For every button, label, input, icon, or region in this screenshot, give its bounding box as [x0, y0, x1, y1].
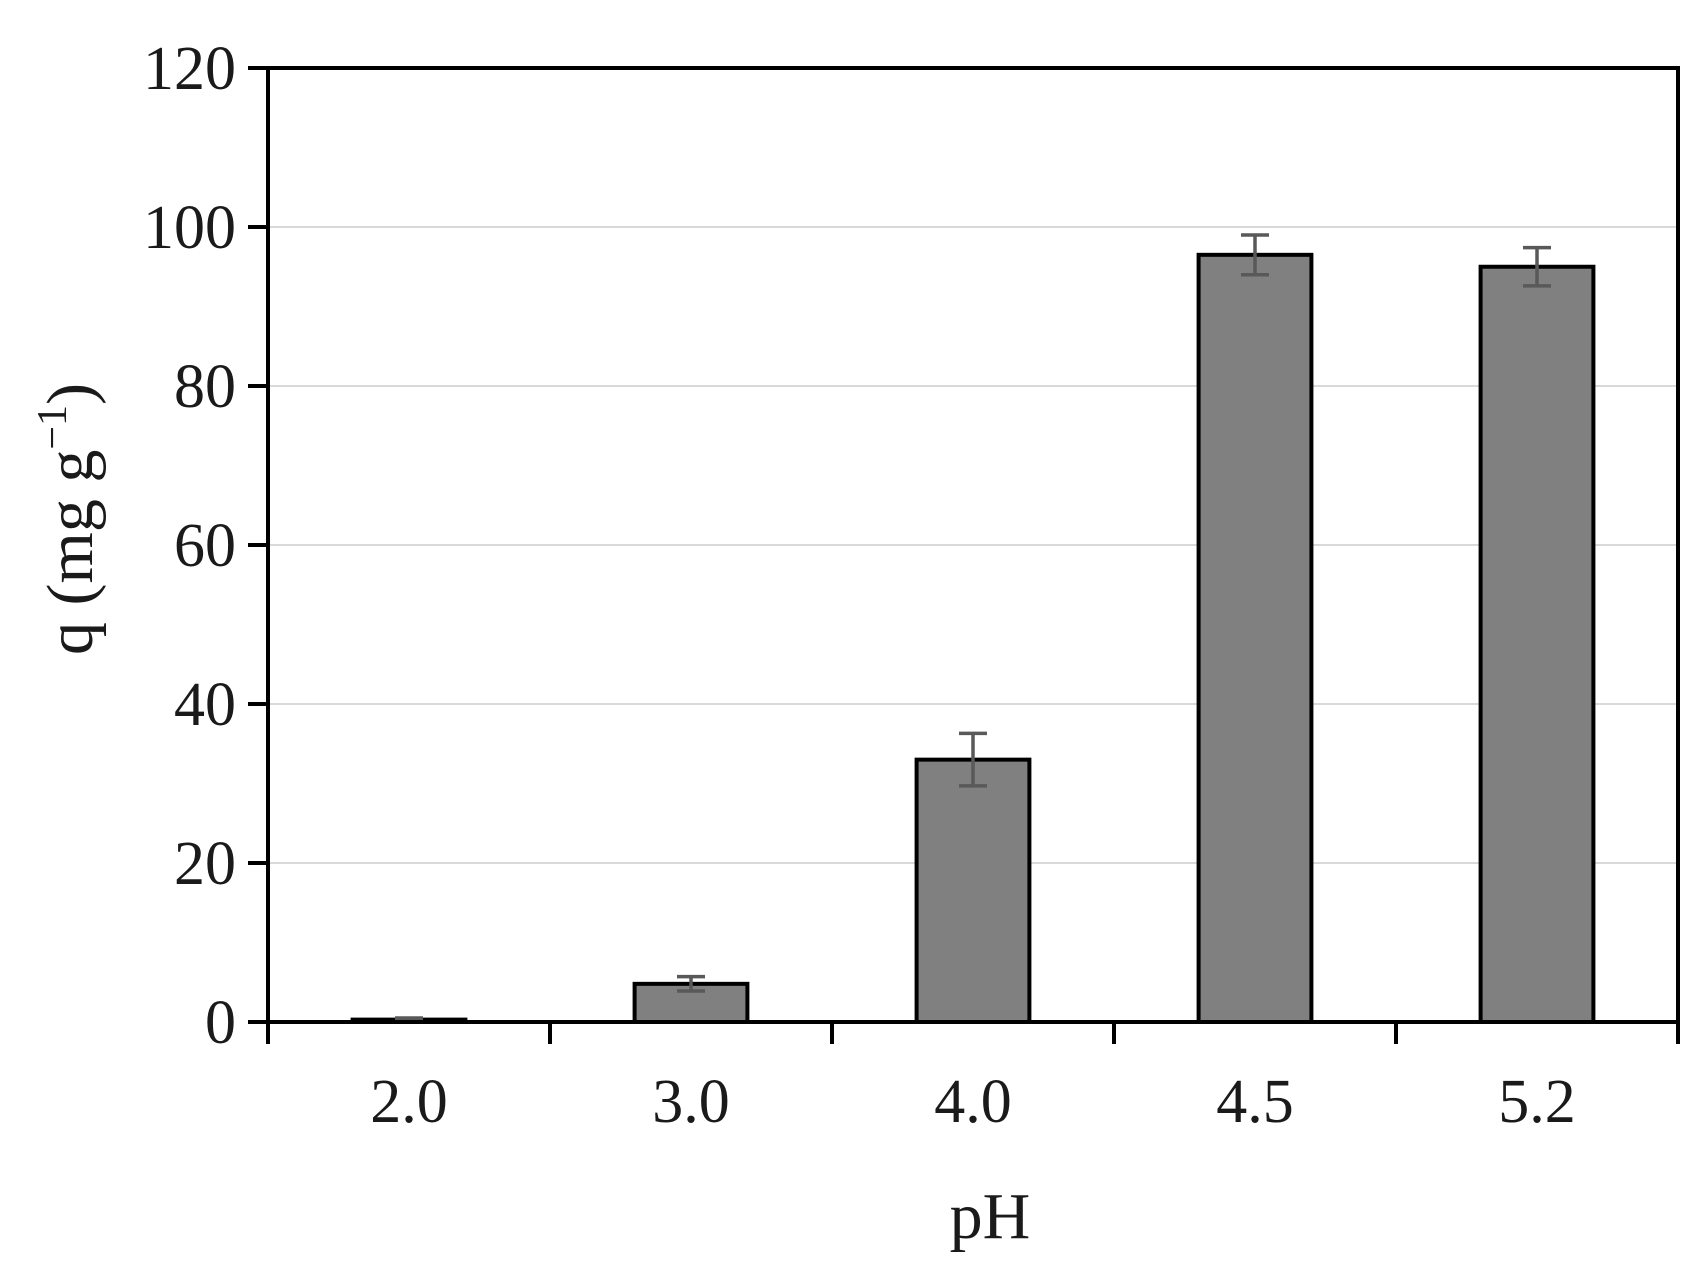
error-bar-2	[959, 731, 987, 788]
x-tick-label-3: 4.5	[1216, 1068, 1294, 1136]
x-tick-label-1: 3.0	[652, 1068, 730, 1136]
axes	[248, 66, 1680, 1044]
y-tick-label-0: 0	[205, 989, 236, 1057]
bar-2	[914, 757, 1032, 1025]
y-axis-title-superscript: −1	[30, 405, 76, 450]
y-tick-label-2: 40	[174, 671, 236, 739]
y-axis-title: q (mg g−1)	[30, 383, 107, 655]
y-axis-title-close: )	[34, 383, 107, 405]
error-bar-3	[1241, 233, 1269, 277]
y-axis-title-text: q (mg g	[34, 450, 107, 655]
x-tick-label-2: 4.0	[934, 1068, 1012, 1136]
y-tick-label-6: 120	[143, 35, 236, 103]
y-tick-labels: 0 20 40 60 80 100 120	[143, 35, 236, 1057]
error-bar-1	[677, 974, 705, 993]
bars	[350, 252, 1596, 1025]
gridlines	[268, 226, 1678, 864]
bar-3	[1196, 252, 1314, 1024]
x-tick-label-0: 2.0	[370, 1068, 448, 1136]
y-tick-label-4: 80	[174, 353, 236, 421]
bar-4	[1478, 264, 1596, 1024]
x-tick-labels: 2.0 3.0 4.0 4.5 5.2	[370, 1068, 1576, 1136]
error-bar-4	[1523, 245, 1551, 288]
y-tick-label-5: 100	[143, 194, 236, 262]
x-tick-label-4: 5.2	[1498, 1068, 1576, 1136]
y-tick-label-3: 60	[174, 512, 236, 580]
x-axis-title: pH	[950, 1180, 1031, 1253]
y-tick-label-1: 20	[174, 830, 236, 898]
